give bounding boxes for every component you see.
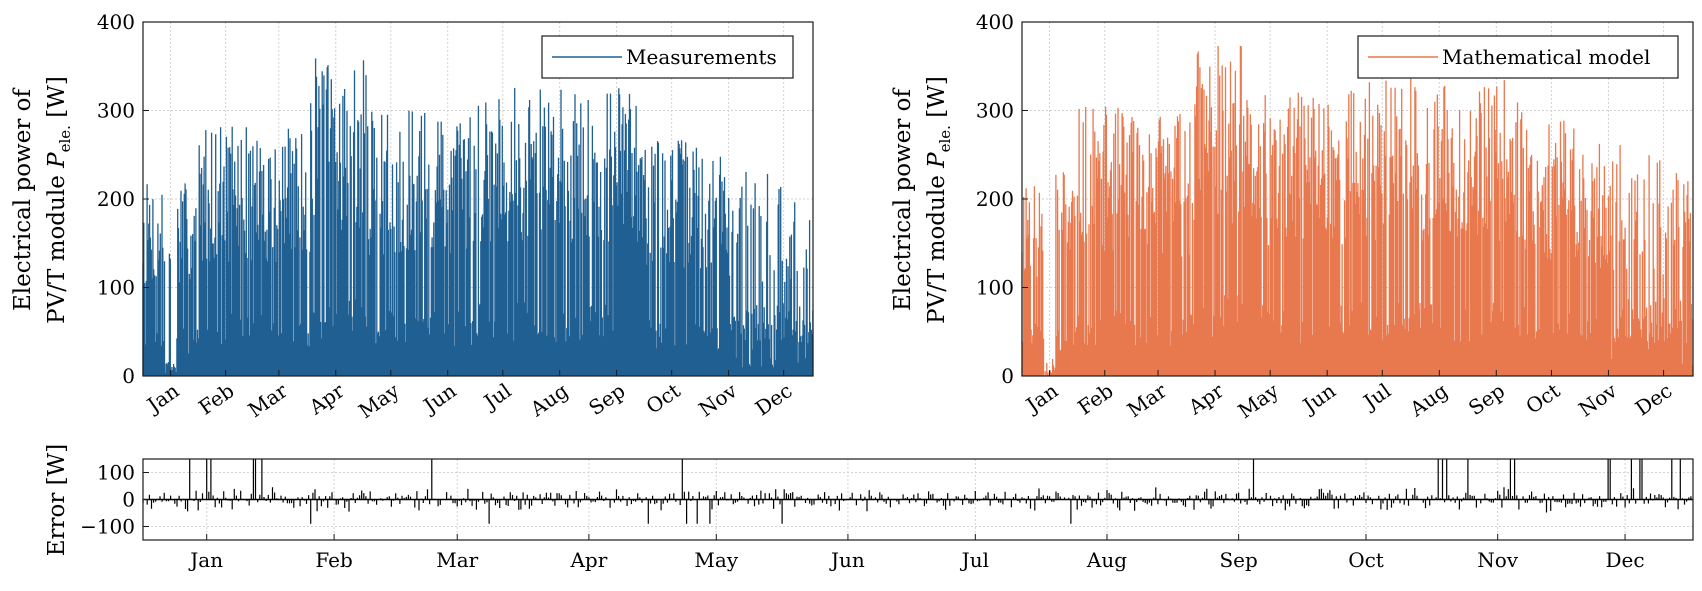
y-tick-label: 100	[97, 276, 135, 300]
x-tick-label: Feb	[194, 378, 238, 419]
x-tick-label: Jan	[1020, 378, 1062, 418]
error-panel: 100 0 −100 Jan Feb Mar Apr May Jun Jul Aug Sep Oct N…	[44, 444, 1694, 572]
x-tick-label: Jan	[188, 548, 223, 572]
model-ylabel-line2: PV/T module Pele. [W]	[924, 76, 954, 324]
measurements-legend: Measurements	[541, 35, 794, 79]
x-tick-label: Nov	[694, 378, 742, 421]
y-tick-label: 200	[976, 187, 1014, 211]
measurements-ylabel-line1: Electrical power of	[10, 88, 36, 312]
model-ylabel-line1: Electrical power of	[890, 88, 916, 312]
x-tick-label: Feb	[1073, 378, 1117, 419]
x-tick-label: Jul	[1357, 378, 1395, 414]
x-tick-label: Apr	[304, 378, 349, 420]
x-tick-label: Nov	[1477, 548, 1519, 572]
x-tick-label: Jul	[960, 548, 989, 572]
error-spikes	[142, 459, 1692, 524]
measurements-y-ticks: 0 100 200 300 400	[97, 10, 149, 388]
x-tick-label: May	[1233, 378, 1283, 423]
x-tick-label: Apr	[1183, 378, 1228, 420]
measurements-legend-label: Measurements	[626, 45, 777, 69]
y-tick-label: 200	[97, 187, 135, 211]
x-tick-label: Jan	[141, 378, 183, 418]
x-tick-label: Mar	[436, 548, 478, 572]
x-tick-label: Oct	[1521, 378, 1564, 418]
x-tick-label: Dec	[751, 378, 797, 420]
measurements-x-ticks: Jan Feb Mar Apr May Jun Jul Aug Sep Oct Nov Dec	[141, 370, 796, 423]
y-tick-label: 0	[122, 488, 135, 512]
x-tick-label: Jun	[1297, 378, 1340, 418]
y-tick-label: 400	[97, 10, 135, 34]
y-tick-label: −100	[80, 515, 135, 539]
error-series	[142, 459, 1693, 524]
x-tick-label: Sep	[584, 378, 629, 420]
x-tick-label: Sep	[1464, 378, 1509, 420]
y-tick-label: 100	[97, 461, 135, 485]
model-legend: Mathematical model	[1357, 35, 1679, 79]
y-tick-label: 300	[97, 99, 135, 123]
x-tick-label: Aug	[1405, 378, 1453, 421]
y-tick-label: 0	[1001, 364, 1014, 388]
x-tick-label: Jun	[829, 548, 865, 572]
measurements-series	[142, 58, 814, 376]
x-tick-label: May	[694, 548, 738, 572]
model-y-ticks: 0 100 200 300 400	[976, 10, 1028, 388]
y-tick-label: 0	[122, 364, 135, 388]
model-x-ticks: Jan Feb Mar Apr May Jun Jul Aug Sep Oct Nov Dec	[1020, 370, 1676, 423]
y-tick-label: 300	[976, 99, 1014, 123]
x-tick-label: Jul	[478, 378, 516, 414]
x-tick-label: Feb	[315, 548, 352, 572]
x-tick-label: Aug	[525, 378, 573, 421]
model-power-spikes	[1021, 45, 1694, 376]
x-tick-label: Oct	[642, 378, 685, 418]
x-tick-label: Sep	[1219, 548, 1257, 572]
y-tick-label: 400	[976, 10, 1014, 34]
x-tick-label: Nov	[1574, 378, 1622, 421]
model-legend-label: Mathematical model	[1442, 45, 1650, 69]
error-x-ticks: Jan Feb Mar Apr May Jun Jul Aug Sep Oct Nov Dec	[188, 534, 1645, 572]
model-series	[1021, 45, 1694, 376]
measurements-panel: 0 100 200 300 400 Jan Feb Mar Apr May Jun Jul Aug Se…	[10, 10, 814, 423]
x-tick-label: Jun	[418, 378, 461, 418]
x-tick-label: Aug	[1086, 548, 1127, 572]
x-tick-label: Dec	[1606, 548, 1645, 572]
model-panel: 0 100 200 300 400 Jan Feb Mar Apr May Jun Jul Aug Se…	[890, 10, 1694, 423]
measurements-ylabel-line2: PV/T module Pele. [W]	[44, 76, 74, 324]
y-tick-label: 100	[976, 276, 1014, 300]
x-tick-label: May	[354, 378, 404, 423]
measured-power-spikes	[142, 58, 814, 376]
x-tick-label: Oct	[1348, 548, 1384, 572]
x-tick-label: Apr	[569, 548, 607, 572]
error-ylabel: Error [W]	[44, 444, 70, 557]
x-tick-label: Mar	[244, 378, 292, 422]
x-tick-label: Dec	[1631, 378, 1677, 420]
x-tick-label: Mar	[1123, 378, 1171, 422]
error-y-ticks: 100 0 −100	[80, 461, 149, 539]
